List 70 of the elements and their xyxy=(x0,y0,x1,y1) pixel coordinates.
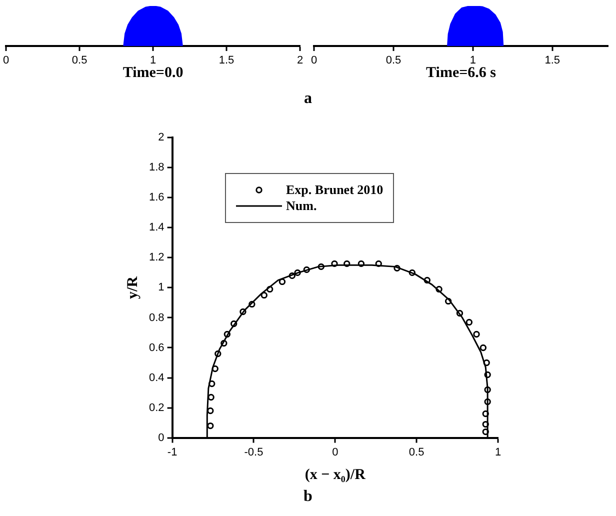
point xyxy=(482,420,489,428)
point xyxy=(230,320,238,328)
point xyxy=(484,371,491,378)
x-axis-title: Time=0.0 xyxy=(122,64,184,81)
x-tick-label: 1 xyxy=(494,446,502,458)
point xyxy=(444,298,452,305)
point xyxy=(466,318,473,326)
point xyxy=(220,340,228,347)
point xyxy=(288,272,296,280)
point xyxy=(408,269,416,276)
point xyxy=(224,330,231,338)
y-tick-label: 1.8 xyxy=(148,162,164,174)
point xyxy=(482,428,489,436)
point xyxy=(248,300,256,308)
y-axis-title: y/R xyxy=(124,276,141,299)
x-tick-label: 0.5 xyxy=(386,54,402,67)
point xyxy=(456,310,464,317)
x-tick-label: 0 xyxy=(310,54,318,67)
point xyxy=(207,422,214,430)
x-tick-label: 1.5 xyxy=(218,54,234,67)
point xyxy=(208,380,216,388)
x-axis-title: Time=6.6 s xyxy=(426,64,496,81)
point xyxy=(318,263,324,270)
x-tick-label: 1 xyxy=(470,54,476,67)
point xyxy=(358,260,365,268)
y-tick-label: 1 xyxy=(158,282,164,294)
y-tick-label: 1.6 xyxy=(148,192,164,204)
point xyxy=(424,276,431,284)
point xyxy=(484,386,491,394)
y-tick-label: 1.4 xyxy=(148,222,164,234)
point xyxy=(331,260,338,268)
point xyxy=(480,344,487,352)
x-tick-label: -1 xyxy=(167,446,178,458)
text: b xyxy=(302,488,314,506)
point xyxy=(208,394,214,401)
point xyxy=(394,264,400,272)
x-tick-label: 0.5 xyxy=(408,446,424,458)
x-axis-title: (x − x₀)/R xyxy=(304,466,366,483)
point xyxy=(482,410,489,418)
x-tick-label: 0 xyxy=(332,446,338,458)
point xyxy=(375,260,382,268)
point xyxy=(484,398,491,406)
y-tick-label: 0.2 xyxy=(148,402,164,414)
y-tick-label: 2 xyxy=(158,132,164,144)
legend-label: Num. xyxy=(286,198,317,214)
y-tick-label: 0.6 xyxy=(148,342,164,354)
point xyxy=(278,278,286,286)
point xyxy=(207,407,214,414)
x-tick-label: -0.5 xyxy=(244,446,264,458)
y-tick-label: 1.2 xyxy=(148,252,164,264)
point xyxy=(473,330,480,338)
point xyxy=(212,365,218,372)
x-tick-label: 1.5 xyxy=(544,54,560,67)
point xyxy=(344,260,350,268)
x-tick-label: 0 xyxy=(2,54,10,67)
point xyxy=(294,269,301,276)
point xyxy=(240,308,246,316)
x-tick-label: 0.5 xyxy=(72,54,88,67)
text: a xyxy=(303,90,313,108)
point xyxy=(266,286,274,293)
y-tick-label: 0.4 xyxy=(148,372,164,384)
point xyxy=(436,286,442,293)
legend-label: Exp. Brunet 2010 xyxy=(286,182,384,198)
x-tick-label: 2 xyxy=(296,54,304,67)
y-tick-label: 0.8 xyxy=(148,312,164,324)
point xyxy=(214,350,222,358)
y-tick-label: 0 xyxy=(158,432,164,444)
point xyxy=(260,292,268,299)
point xyxy=(303,266,310,274)
point xyxy=(483,359,490,366)
